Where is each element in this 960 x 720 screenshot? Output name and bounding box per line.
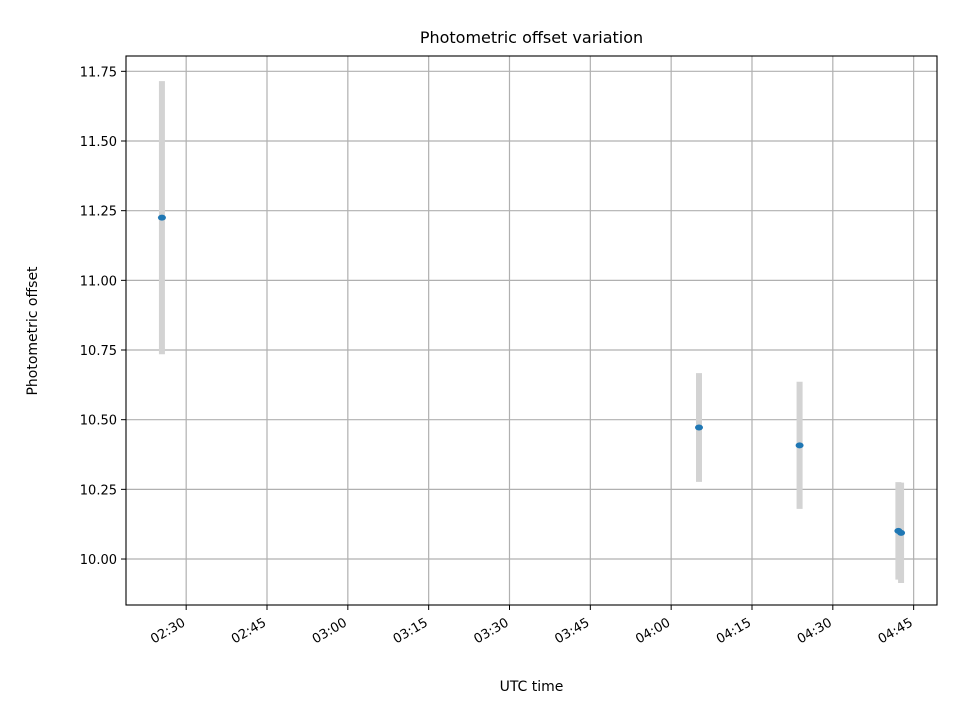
plot-frame bbox=[125, 55, 938, 606]
x-tick-label: 04:30 bbox=[795, 615, 835, 647]
y-axis-label: Photometric offset bbox=[25, 266, 41, 396]
x-tick-label: 02:30 bbox=[148, 615, 188, 647]
y-tick-label: 11.00 bbox=[80, 274, 117, 289]
y-tick-label: 11.25 bbox=[80, 205, 117, 220]
x-tick-label: 04:00 bbox=[633, 615, 673, 647]
x-tick-label: 04:15 bbox=[714, 615, 754, 647]
data-point bbox=[897, 529, 906, 536]
x-axis-ticks: 02:30 02:45 03:00 03:15 03:30 03:45 04:00 04:15… bbox=[148, 605, 916, 647]
y-tick-label: 11.75 bbox=[80, 65, 117, 80]
chart-title: Photometric offset variation bbox=[420, 28, 643, 47]
y-tick-label: 10.50 bbox=[80, 414, 117, 429]
data-point bbox=[157, 214, 166, 221]
x-tick-label: 04:45 bbox=[876, 615, 916, 647]
y-tick-label: 10.75 bbox=[80, 344, 117, 359]
data-point bbox=[795, 442, 804, 449]
y-tick-label: 11.50 bbox=[80, 135, 117, 150]
data-points bbox=[157, 214, 906, 536]
x-tick-label: 03:15 bbox=[391, 615, 431, 647]
grid bbox=[126, 56, 937, 605]
y-tick-label: 10.25 bbox=[80, 483, 117, 498]
x-tick-label: 03:00 bbox=[310, 615, 350, 647]
errorbars bbox=[158, 81, 905, 583]
data-point bbox=[694, 424, 703, 431]
x-tick-label: 02:45 bbox=[229, 615, 269, 647]
y-tick-label: 10.00 bbox=[80, 553, 117, 568]
x-axis-label: UTC time bbox=[500, 679, 564, 695]
x-tick-label: 03:45 bbox=[552, 615, 592, 647]
x-tick-label: 03:30 bbox=[472, 615, 512, 647]
y-axis-ticks: 10.00 10.25 10.50 10.75 11.00 11.25 11.50 11.75 bbox=[80, 65, 126, 568]
